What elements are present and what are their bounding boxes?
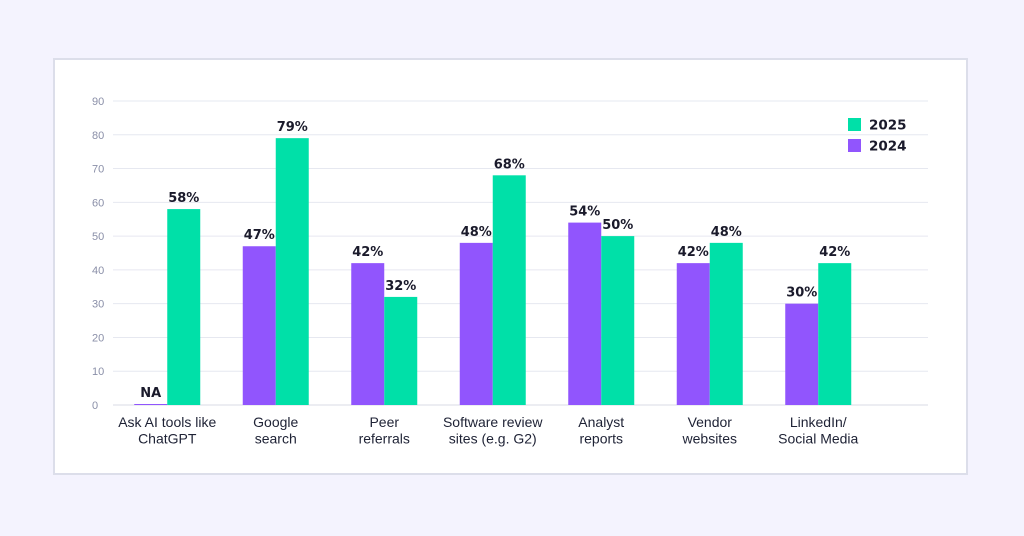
y-tick-label: 70 xyxy=(92,164,104,176)
data-label-2025: 58% xyxy=(168,191,199,206)
category-label: LinkedIn/ xyxy=(790,414,847,430)
category-label: Ask AI tools like xyxy=(118,414,216,430)
legend-swatch-2025 xyxy=(848,118,861,131)
category-label: sites (e.g. G2) xyxy=(449,431,537,447)
data-label-2024: NA xyxy=(140,386,161,401)
data-label-2025: 50% xyxy=(602,218,633,233)
y-tick-label: 80 xyxy=(92,130,104,142)
data-label-2025: 68% xyxy=(494,157,525,172)
data-label-2024: 42% xyxy=(352,245,383,260)
legend: 2025 2024 xyxy=(848,118,907,155)
y-tick-label: 60 xyxy=(92,197,104,209)
bar-2024 xyxy=(676,263,710,405)
legend-label-2024: 2024 xyxy=(869,139,907,155)
legend-label-2025: 2025 xyxy=(869,118,907,134)
category-label: Google xyxy=(253,414,298,430)
y-tick-label: 10 xyxy=(92,366,104,378)
category-label: reports xyxy=(579,431,623,447)
bar-2025 xyxy=(818,263,852,405)
category-label: ChatGPT xyxy=(138,431,197,447)
category-label: Social Media xyxy=(778,431,858,447)
category-label: Peer xyxy=(369,414,399,430)
bar-2025 xyxy=(492,175,526,405)
category-label: referrals xyxy=(359,431,410,447)
category-label: websites xyxy=(682,431,737,447)
category-label: Software review xyxy=(443,414,543,430)
bar-2024 xyxy=(568,222,602,405)
data-label-2024: 48% xyxy=(461,225,492,240)
data-label-2024: 47% xyxy=(244,228,275,243)
data-label-2025: 48% xyxy=(711,225,742,240)
data-label-2025: 32% xyxy=(385,279,416,294)
category-label: Analyst xyxy=(578,414,624,430)
bar-2024 xyxy=(459,242,493,405)
bar-2024 xyxy=(242,246,276,405)
data-label-2025: 79% xyxy=(277,120,308,135)
data-labels: NA58%47%79%42%32%48%68%54%50%42%48%30%42… xyxy=(140,120,850,401)
bars xyxy=(134,138,852,405)
legend-swatch-2024 xyxy=(848,139,861,152)
bar-2025 xyxy=(709,242,743,405)
y-tick-label: 20 xyxy=(92,332,104,344)
data-label-2024: 30% xyxy=(786,286,817,301)
bar-2025 xyxy=(167,209,201,405)
data-label-2025: 42% xyxy=(819,245,850,260)
y-tick-label: 0 xyxy=(92,400,98,412)
bar-2025 xyxy=(275,138,309,405)
bar-2024 xyxy=(785,303,819,405)
y-tick-label: 50 xyxy=(92,231,104,243)
data-label-2024: 54% xyxy=(569,205,600,220)
y-tick-label: 30 xyxy=(92,299,104,311)
y-axis-ticks: 0 10 20 30 40 50 60 70 80 90 xyxy=(92,96,104,412)
bar-2024 xyxy=(134,404,168,405)
y-tick-label: 90 xyxy=(92,96,104,108)
category-label: Vendor xyxy=(688,414,733,430)
bar-2024 xyxy=(351,263,385,405)
y-tick-label: 40 xyxy=(92,265,104,277)
category-label: search xyxy=(255,431,297,447)
data-label-2024: 42% xyxy=(678,245,709,260)
bar-2025 xyxy=(384,296,418,405)
bar-2025 xyxy=(601,236,635,405)
